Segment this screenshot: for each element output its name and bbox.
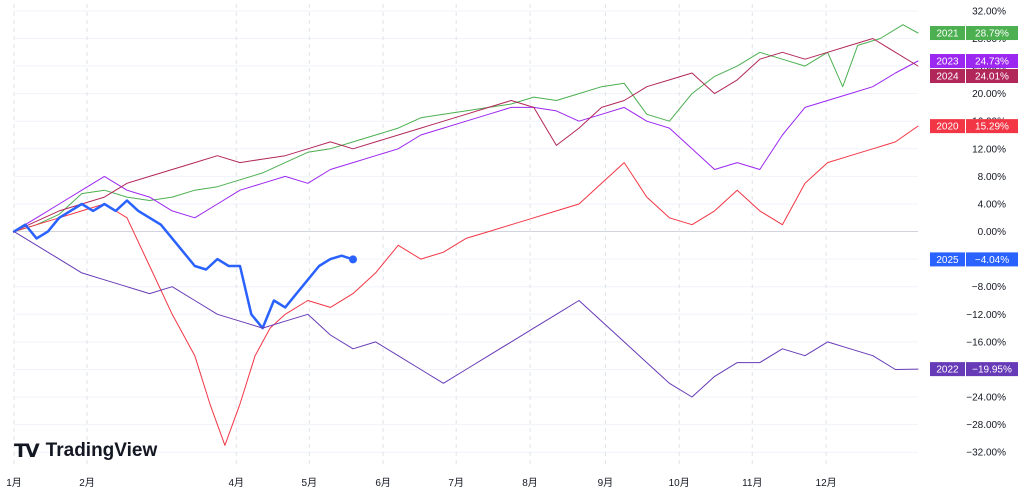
- series-badge-value: −19.95%: [972, 365, 1012, 376]
- tradingview-logo-mark: TV: [14, 440, 40, 462]
- series-badge-2024: 2024 24.01%: [930, 69, 1018, 84]
- series-badge-name: 2021: [936, 29, 959, 40]
- x-tick-label: 4月: [228, 477, 244, 489]
- series-badge-2023: 2023 24.73%: [930, 54, 1018, 69]
- series-line-2024: [13, 38, 919, 233]
- series-badge-value: 15.29%: [975, 122, 1009, 133]
- y-tick-label: 4.00%: [978, 199, 1006, 210]
- series-badge-name-bg: [930, 69, 965, 84]
- y-tick-label: 20.00%: [972, 89, 1006, 100]
- series-badge-name-bg: [930, 252, 965, 267]
- series-badge-2025: 2025 −4.04%: [930, 252, 1018, 267]
- series-badge-value: 24.01%: [975, 72, 1009, 83]
- y-tick-label: −24.00%: [966, 393, 1006, 404]
- y-tick-label: 0.00%: [978, 227, 1006, 238]
- series-line-2021: [13, 24, 919, 233]
- x-axis: 1月 2月 4月 5月 6月 7月 8月 9月 10月 11月 12月: [6, 477, 836, 489]
- y-tick-label: 12.00%: [972, 144, 1006, 155]
- y-tick-label: −8.00%: [972, 282, 1006, 293]
- series-line-2025: [12, 199, 355, 330]
- series-badge-value-bg: [966, 69, 1018, 84]
- series-badge-2020: 2020 15.29%: [930, 119, 1018, 134]
- series-badge-2022: 2022 −19.95%: [930, 362, 1018, 377]
- series-badge-name: 2024: [936, 72, 959, 83]
- series-line-2022: [13, 231, 919, 398]
- y-tick-label: −32.00%: [966, 448, 1006, 459]
- y-tick-label: −28.00%: [966, 420, 1006, 431]
- x-tick-label: 6月: [375, 477, 391, 489]
- x-tick-label: 8月: [522, 477, 538, 489]
- series-badge-name: 2020: [936, 122, 959, 133]
- y-tick-label: 32.00%: [972, 6, 1006, 17]
- series-badge-value-bg: [966, 362, 1018, 377]
- series-badge-name-bg: [930, 26, 965, 41]
- series-badge-name: 2025: [936, 255, 959, 266]
- chart-series-lines: [12, 24, 919, 446]
- series-badge-name: 2022: [936, 365, 959, 376]
- series-line-2020: [13, 125, 919, 446]
- x-tick-label: 11月: [742, 477, 762, 489]
- series-badge-name-bg: [930, 54, 965, 69]
- series-badge-name: 2023: [936, 57, 959, 68]
- series-badge-value-bg: [966, 54, 1018, 69]
- chart-gridlines: [13, 4, 918, 466]
- series-badge-name-bg: [930, 362, 965, 377]
- series-badge-value: 24.73%: [975, 57, 1009, 68]
- series-badge-value-bg: [966, 26, 1018, 41]
- y-tick-label: 8.00%: [978, 172, 1006, 183]
- x-tick-label: 7月: [448, 477, 464, 489]
- y-tick-label: −16.00%: [966, 337, 1006, 348]
- series-line-2023: [13, 60, 919, 233]
- series-badge-value-bg: [966, 252, 1018, 267]
- series-badge-value: 28.79%: [975, 29, 1009, 40]
- x-tick-label: 2月: [79, 477, 95, 489]
- x-tick-label: 5月: [302, 477, 318, 489]
- x-tick-label: 1月: [6, 477, 22, 489]
- series-badge-name-bg: [930, 119, 965, 134]
- y-tick-label: −12.00%: [966, 310, 1006, 321]
- tradingview-logo: TV TradingView: [14, 440, 157, 462]
- tradingview-logo-text: TradingView: [45, 440, 158, 461]
- series-badge-value: −4.04%: [975, 255, 1009, 266]
- series-badge-2021: 2021 28.79%: [930, 26, 1018, 41]
- series-badge-value-bg: [966, 119, 1018, 134]
- x-tick-label: 12月: [816, 477, 837, 489]
- series-endpoint-2025: [349, 255, 357, 264]
- x-tick-label: 9月: [598, 477, 614, 489]
- x-tick-label: 10月: [669, 477, 690, 489]
- series-value-badges: 2021 28.79% 2023 24.73% 2024 24.01% 2020 15.29%…: [930, 26, 1018, 377]
